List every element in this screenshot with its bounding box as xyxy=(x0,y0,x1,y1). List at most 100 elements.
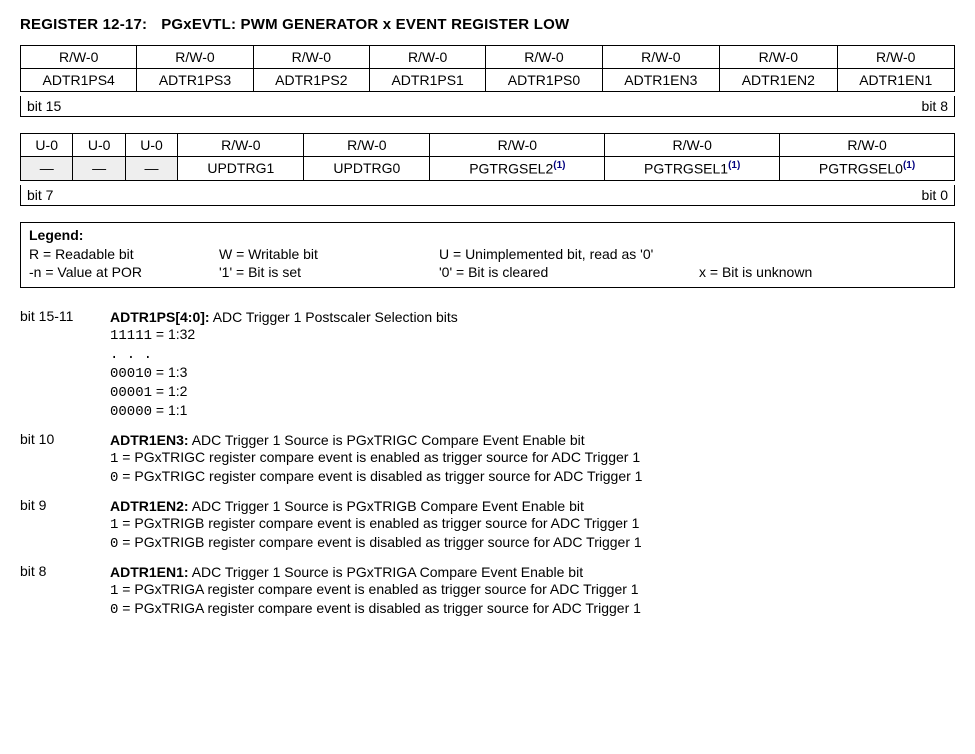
legend-cell: -n = Value at POR xyxy=(29,264,219,280)
bit-value-code: 00000 xyxy=(110,404,152,420)
bit-field-title: ADC Trigger 1 Postscaler Selection bits xyxy=(210,309,458,325)
bit-value-code: 00001 xyxy=(110,385,152,401)
bit-field-name: ADTR1EN3: xyxy=(110,432,189,448)
bit-field-title: ADC Trigger 1 Source is PGxTRIGA Compare… xyxy=(189,564,584,580)
bit-description: bit 15-11ADTR1PS[4:0]: ADC Trigger 1 Pos… xyxy=(20,308,955,421)
bit-name: — xyxy=(21,157,73,181)
bit-name: ADTR1PS3 xyxy=(137,69,253,92)
legend-cell: '1' = Bit is set xyxy=(219,264,439,280)
attr-row: R/W-0 R/W-0 R/W-0 R/W-0 R/W-0 R/W-0 R/W-… xyxy=(21,46,955,69)
bit-value-text: = PGxTRIGC register compare event is dis… xyxy=(118,468,642,484)
bit-value-line: 00001 = 1:2 xyxy=(110,383,955,401)
bit-name: — xyxy=(73,157,125,181)
bit-name: PGTRGSEL2(1) xyxy=(430,157,605,181)
bit-value-line: 11111 = 1:32 xyxy=(110,326,955,344)
bit-name: ADTR1PS2 xyxy=(253,69,369,92)
bit-attr: U-0 xyxy=(21,134,73,157)
bit-attr: R/W-0 xyxy=(486,46,602,69)
name-row: — — — UPDTRG1 UPDTRG0 PGTRGSEL2(1) PGTRG… xyxy=(21,157,955,181)
bit-attr: U-0 xyxy=(73,134,125,157)
bit-value-line: 0 = PGxTRIGB register compare event is d… xyxy=(110,534,955,552)
bit-name: PGTRGSEL0(1) xyxy=(780,157,955,181)
bit-name: UPDTRG1 xyxy=(178,157,304,181)
bit-name: ADTR1PS4 xyxy=(21,69,137,92)
bit-field-name: ADTR1PS[4:0]: xyxy=(110,309,210,325)
legend-cell: x = Bit is unknown xyxy=(699,264,946,280)
bit-attr: R/W-0 xyxy=(837,46,954,69)
bit-value-text: = 1:3 xyxy=(152,364,187,380)
bit-description: bit 10ADTR1EN3: ADC Trigger 1 Source is … xyxy=(20,431,955,487)
bit-body: ADTR1EN2: ADC Trigger 1 Source is PGxTRI… xyxy=(110,497,955,553)
bit-name: ADTR1PS1 xyxy=(369,69,485,92)
bit-right: bit 0 xyxy=(922,187,948,203)
bit-value-line: 0 = PGxTRIGC register compare event is d… xyxy=(110,468,955,486)
name-row: ADTR1PS4 ADTR1PS3 ADTR1PS2 ADTR1PS1 ADTR… xyxy=(21,69,955,92)
bit-attr: R/W-0 xyxy=(178,134,304,157)
bit-field-title: ADC Trigger 1 Source is PGxTRIGC Compare… xyxy=(189,432,585,448)
bit-attr: R/W-0 xyxy=(430,134,605,157)
bit-field-name: ADTR1EN1: xyxy=(110,564,189,580)
bit-heading: ADTR1EN1: ADC Trigger 1 Source is PGxTRI… xyxy=(110,564,955,580)
bit-attr: R/W-0 xyxy=(602,46,719,69)
bit-label: bit 8 xyxy=(20,563,110,619)
bit-name: ADTR1EN3 xyxy=(602,69,719,92)
bit-field-title: ADC Trigger 1 Source is PGxTRIGB Compare… xyxy=(189,498,584,514)
bit-name: ADTR1EN1 xyxy=(837,69,954,92)
bit-description: bit 8ADTR1EN1: ADC Trigger 1 Source is P… xyxy=(20,563,955,619)
bit-name: ADTR1EN2 xyxy=(720,69,837,92)
bit-range-high: bit 15 bit 8 xyxy=(20,96,955,117)
bit-value-text: = PGxTRIGB register compare event is ena… xyxy=(118,515,639,531)
bit-name: ADTR1PS0 xyxy=(486,69,602,92)
legend-cell xyxy=(699,246,946,262)
bit-value-code: 00010 xyxy=(110,366,152,382)
bit-value-text: = PGxTRIGA register compare event is ena… xyxy=(118,581,638,597)
attr-row: U-0 U-0 U-0 R/W-0 R/W-0 R/W-0 R/W-0 R/W-… xyxy=(21,134,955,157)
bit-value-line: 1 = PGxTRIGC register compare event is e… xyxy=(110,449,955,467)
bit-value-text: = PGxTRIGA register compare event is dis… xyxy=(118,600,641,616)
bit-value-text: = 1:1 xyxy=(152,402,187,418)
bit-label: bit 10 xyxy=(20,431,110,487)
register-table-high: R/W-0 R/W-0 R/W-0 R/W-0 R/W-0 R/W-0 R/W-… xyxy=(20,45,955,92)
bit-label: bit 15-11 xyxy=(20,308,110,421)
bit-name: — xyxy=(125,157,177,181)
bit-attr: R/W-0 xyxy=(780,134,955,157)
bit-attr: R/W-0 xyxy=(605,134,780,157)
bit-value-text: = PGxTRIGB register compare event is dis… xyxy=(118,534,641,550)
bit-value-code: 11111 xyxy=(110,328,152,344)
bit-attr: U-0 xyxy=(125,134,177,157)
bit-left: bit 15 xyxy=(27,98,61,114)
bit-descriptions: bit 15-11ADTR1PS[4:0]: ADC Trigger 1 Pos… xyxy=(20,308,955,619)
bit-right: bit 8 xyxy=(922,98,948,114)
legend-row: -n = Value at POR '1' = Bit is set '0' =… xyxy=(29,263,946,281)
title-name: PGxEVTL: PWM GENERATOR x EVENT REGISTER … xyxy=(161,16,569,33)
legend-cell: W = Writable bit xyxy=(219,246,439,262)
bit-value-text: = PGxTRIGC register compare event is ena… xyxy=(118,449,640,465)
legend-box: Legend: R = Readable bit W = Writable bi… xyxy=(20,222,955,288)
legend-cell: '0' = Bit is cleared xyxy=(439,264,699,280)
bit-value-code: . . . xyxy=(110,347,152,363)
bit-label: bit 9 xyxy=(20,497,110,553)
register-table-low: U-0 U-0 U-0 R/W-0 R/W-0 R/W-0 R/W-0 R/W-… xyxy=(20,133,955,181)
bit-value-line: . . . xyxy=(110,345,955,363)
bit-attr: R/W-0 xyxy=(137,46,253,69)
bit-value-line: 00000 = 1:1 xyxy=(110,402,955,420)
legend-header: Legend: xyxy=(29,227,946,243)
bit-attr: R/W-0 xyxy=(253,46,369,69)
register-title: REGISTER 12-17: PGxEVTL: PWM GENERATOR x … xyxy=(20,16,955,33)
bit-attr: R/W-0 xyxy=(304,134,430,157)
bit-value-line: 1 = PGxTRIGB register compare event is e… xyxy=(110,515,955,533)
bit-name: PGTRGSEL1(1) xyxy=(605,157,780,181)
bit-body: ADTR1PS[4:0]: ADC Trigger 1 Postscaler S… xyxy=(110,308,955,421)
note-ref: (1) xyxy=(728,160,740,171)
legend-cell: U = Unimplemented bit, read as '0' xyxy=(439,246,699,262)
bit-left: bit 7 xyxy=(27,187,53,203)
note-ref: (1) xyxy=(553,160,565,171)
bit-value-text: = 1:32 xyxy=(152,326,195,342)
bit-value-line: 00010 = 1:3 xyxy=(110,364,955,382)
bit-field-name: ADTR1EN2: xyxy=(110,498,189,514)
bit-attr: R/W-0 xyxy=(720,46,837,69)
bit-value-line: 1 = PGxTRIGA register compare event is e… xyxy=(110,581,955,599)
bit-heading: ADTR1PS[4:0]: ADC Trigger 1 Postscaler S… xyxy=(110,309,955,325)
legend-row: R = Readable bit W = Writable bit U = Un… xyxy=(29,245,946,263)
title-prefix: REGISTER 12-17: xyxy=(20,16,147,33)
